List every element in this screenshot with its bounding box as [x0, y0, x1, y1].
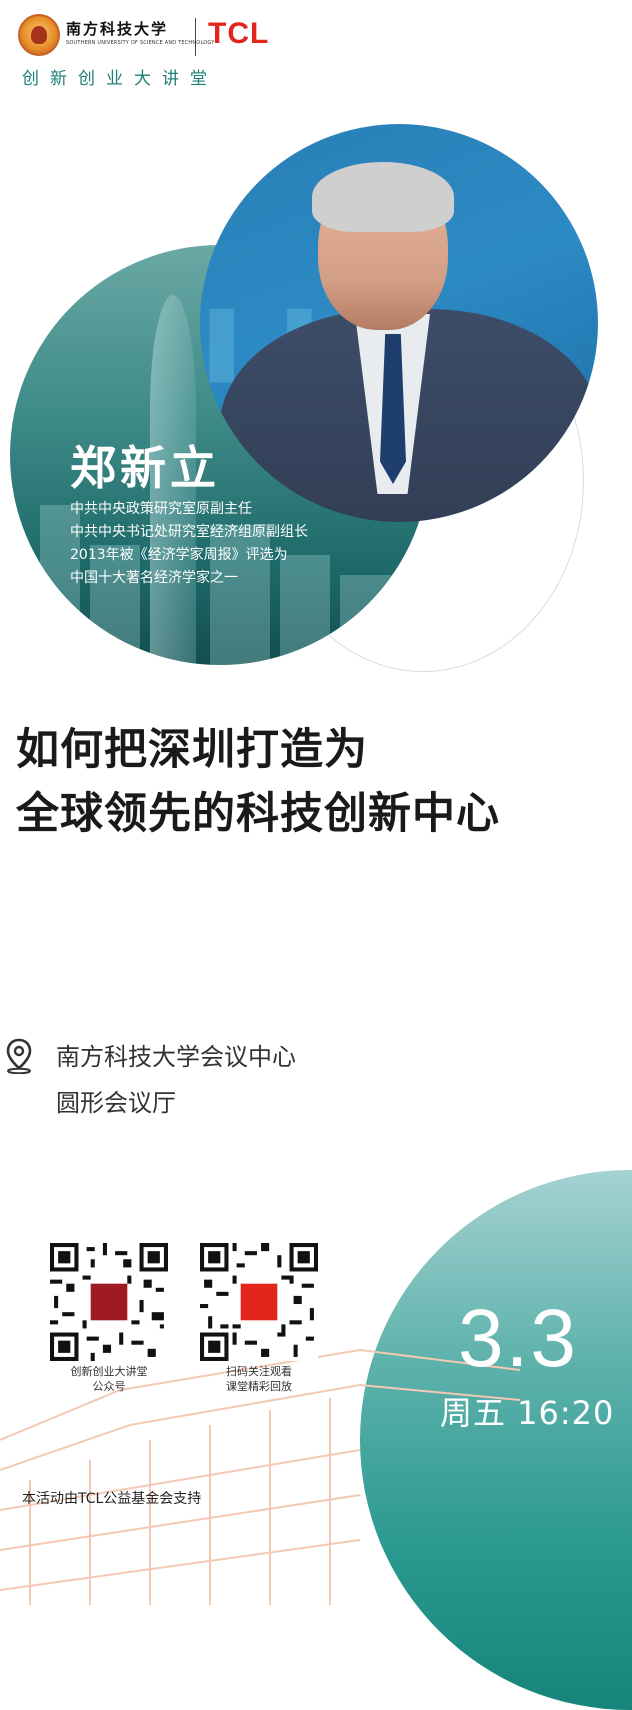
speaker-bio: 中共中央政策研究室原副主任 中共中央书记处研究室经济组原副组长 2013年被《经…	[70, 498, 308, 590]
header: 南方科技大学 SOUTHERN UNIVERSITY OF SCIENCE AN…	[18, 14, 338, 89]
event-day-time: 周五 16:20	[440, 1394, 615, 1432]
speaker-name: 郑新立	[70, 441, 220, 495]
building-outline-drawing	[0, 1348, 521, 1605]
building	[210, 525, 270, 665]
skyscraper	[150, 295, 196, 665]
tcl-logo: TCL	[208, 17, 270, 50]
speaker-bio-line: 中共中央书记处研究室经济组原副组长	[70, 524, 308, 540]
qr-center-logo	[240, 1283, 278, 1321]
venue-line: 圆形会议厅	[56, 1089, 176, 1117]
series-title: 创新创业大讲堂	[22, 69, 218, 89]
building	[340, 575, 410, 665]
qr-caption-line: 扫码关注观看	[226, 1365, 292, 1378]
building	[280, 555, 330, 665]
speaker-hair	[312, 162, 454, 232]
qr-code-replay[interactable]	[200, 1243, 318, 1361]
building	[90, 545, 140, 665]
speaker-bio-line: 2013年被《经济学家周报》评选为	[70, 547, 288, 563]
qr-caption-line: 创新创业大讲堂	[70, 1365, 148, 1378]
university-name-en: SOUTHERN UNIVERSITY OF SCIENCE AND TECHN…	[66, 40, 215, 46]
speaker-tie	[380, 334, 406, 484]
lecture-title: 如何把深圳打造为 全球领先的科技创新中心	[16, 718, 500, 846]
lecture-title-line: 全球领先的科技创新中心	[16, 789, 500, 839]
qr-caption: 扫码关注观看 课堂精彩回放	[179, 1364, 339, 1394]
building-line-art	[0, 1330, 632, 1605]
venue: 南方科技大学会议中心 圆形会议厅	[56, 1034, 296, 1126]
speaker-portrait: ▌▌▌	[200, 124, 598, 522]
location-pin-icon	[6, 1038, 32, 1074]
qr-code-wechat-account[interactable]	[50, 1243, 168, 1361]
qr-caption: 创新创业大讲堂 公众号	[29, 1364, 189, 1394]
qr-caption-line: 课堂精彩回放	[226, 1380, 292, 1393]
speaker-bio-line: 中国十大著名经济学家之一	[70, 570, 238, 586]
event-date: 3.3	[458, 1293, 578, 1384]
venue-line: 南方科技大学会议中心	[56, 1043, 296, 1071]
building	[40, 505, 80, 665]
university-name: 南方科技大学	[66, 20, 169, 38]
lecture-title-line: 如何把深圳打造为	[16, 725, 368, 775]
speaker-bio-line: 中共中央政策研究室原副主任	[70, 501, 252, 517]
qr-caption-line: 公众号	[92, 1380, 126, 1393]
qr-center-logo	[90, 1283, 128, 1321]
header-divider	[195, 18, 196, 56]
sponsor-note: 本活动由TCL公益基金会支持	[22, 1491, 202, 1507]
sustech-seal-logo	[18, 14, 60, 56]
